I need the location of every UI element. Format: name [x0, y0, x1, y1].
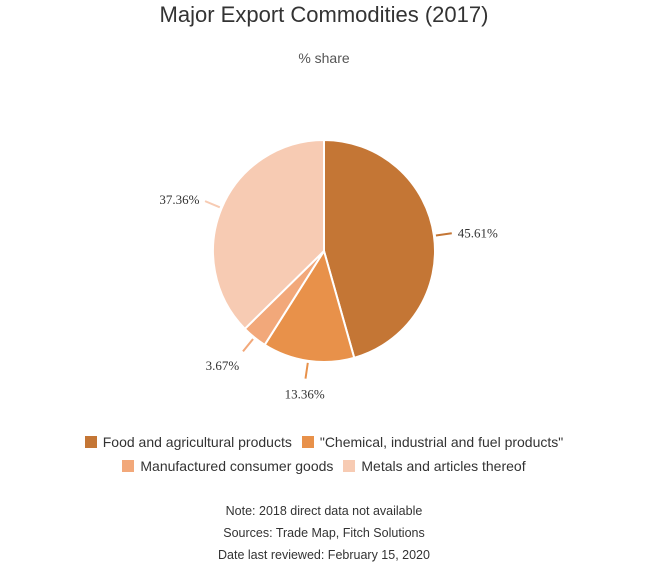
legend-item-metals[interactable]: Metals and articles thereof [343, 458, 526, 474]
legend-label-food: Food and agricultural products [102, 434, 292, 450]
legend-swatch-chemical [301, 436, 314, 448]
legend-item-manufactured[interactable]: Manufactured consumer goods [122, 458, 333, 474]
pie-slice-chemical[interactable] [263, 248, 356, 363]
legend-row-1: Food and agricultural products "Chemical… [0, 430, 648, 454]
legend-label-metals: Metals and articles thereof [361, 458, 526, 474]
pie-slice-food[interactable] [323, 138, 436, 360]
legend-item-chemical[interactable]: "Chemical, industrial and fuel products" [301, 434, 564, 450]
sources-line: Sources: Trade Map, Fitch Solutions [223, 526, 425, 540]
date-reviewed-line: Date last reviewed: February 15, 2020 [218, 548, 430, 562]
legend-label-chemical: "Chemical, industrial and fuel products" [319, 434, 564, 450]
leader-line-chemical [304, 362, 309, 379]
legend-swatch-manufactured [122, 460, 135, 472]
legend-row-2: Manufactured consumer goods Metals and a… [0, 454, 648, 478]
data-label-manufactured: 3.67% [206, 358, 240, 373]
chart-subtitle: % share [298, 50, 350, 66]
note-line: Note: 2018 direct data not available [225, 504, 423, 518]
legend: Food and agricultural products "Chemical… [0, 430, 648, 478]
chart-notes: Note: 2018 direct data not available Sou… [0, 500, 648, 566]
leader-line-metals [204, 200, 221, 209]
data-label-metals: 37.36% [159, 192, 199, 207]
data-label-chemical: 13.36% [285, 387, 325, 402]
legend-swatch-food [84, 436, 97, 448]
legend-item-food[interactable]: Food and agricultural products [84, 434, 292, 450]
legend-swatch-metals [343, 460, 356, 472]
pie-slice-metals[interactable] [212, 138, 325, 331]
data-label-food: 45.61% [458, 225, 498, 240]
leader-line-manufactured [242, 338, 254, 353]
pie-chart: 45.61% 13.36% 3.67% 37.36% [159, 138, 498, 402]
legend-label-manufactured: Manufactured consumer goods [140, 458, 334, 474]
chart-title: Major Export Commodities (2017) [159, 2, 489, 27]
leader-line-food [435, 232, 452, 237]
